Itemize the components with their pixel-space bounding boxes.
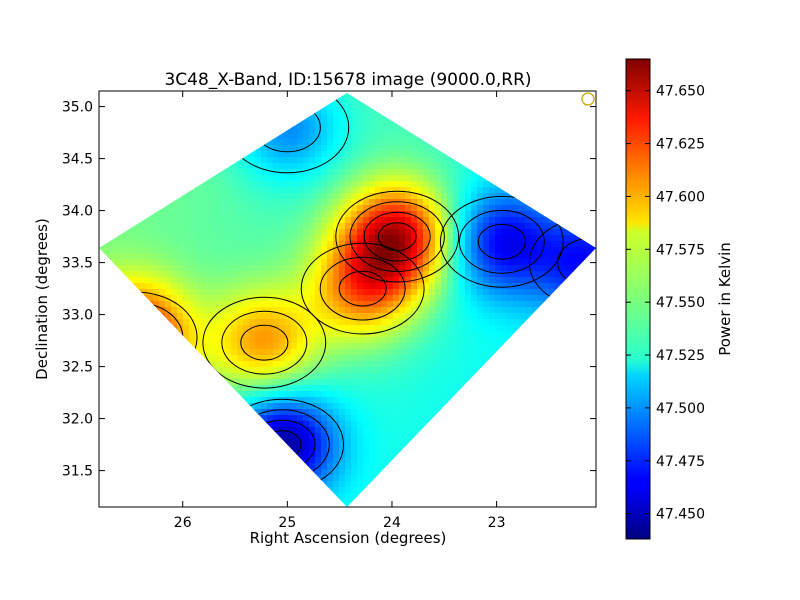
y-tick-label: 31.5	[62, 464, 93, 480]
colorbar: 47.450 47.475 47.500 47.525 47.550 47.575 47.6…	[625, 58, 734, 540]
y-tick-label: 33.0	[62, 308, 93, 324]
colorbar-tick: 47.525	[626, 348, 705, 364]
colorbar-tick-label: 47.525	[656, 348, 705, 364]
x-tick: 23	[488, 91, 506, 531]
y-tick: 34.0	[62, 204, 596, 220]
y-tick-label: 34.0	[62, 204, 93, 220]
colorbar-tick: 47.550	[626, 295, 705, 311]
colorbar-tick: 47.500	[626, 401, 705, 417]
colorbar-tick-label: 47.650	[656, 84, 705, 100]
y-tick-label: 34.5	[62, 152, 93, 168]
colorbar-tick-label: 47.475	[656, 454, 705, 470]
x-tick-label: 23	[488, 515, 506, 531]
colorbar-tick: 47.575	[626, 242, 705, 258]
y-tick-label: 35.0	[62, 100, 93, 116]
colorbar-tick-label: 47.450	[656, 507, 705, 523]
colorbar-gradient	[625, 58, 651, 540]
colorbar-ticks: 47.450 47.475 47.500 47.525 47.550 47.575 47.6…	[626, 84, 705, 523]
colorbar-tick-label: 47.625	[656, 137, 705, 153]
colorbar-tick-label: 47.500	[656, 401, 705, 417]
y-tick: 32.5	[62, 360, 596, 376]
x-tick: 25	[278, 91, 296, 531]
colorbar-tick: 47.600	[626, 189, 705, 205]
y-tick-label: 32.0	[62, 412, 93, 428]
y-tick: 33.5	[62, 256, 596, 272]
axes-frame	[98, 90, 597, 508]
colorbar-tick: 47.625	[626, 137, 705, 153]
x-tick-label: 26	[174, 515, 192, 531]
y-tick: 31.5	[62, 464, 596, 480]
y-tick: 33.0	[62, 308, 596, 324]
colorbar-label: Power in Kelvin	[716, 242, 734, 356]
x-tick-label: 25	[278, 515, 296, 531]
x-tick: 24	[383, 91, 401, 531]
plot-area	[98, 90, 597, 508]
chart-title: 3C48_X-Band, ID:15678 image (9000.0,RR)	[164, 70, 531, 90]
colorbar-tick: 47.450	[626, 507, 705, 523]
y-tick: 35.0	[62, 100, 596, 116]
marker-circle	[581, 92, 595, 106]
y-tick: 34.5	[62, 152, 596, 168]
x-tick-label: 24	[383, 515, 401, 531]
colorbar-tick-label: 47.575	[656, 242, 705, 258]
y-tick-label: 32.5	[62, 360, 93, 376]
x-tick: 26	[174, 91, 192, 531]
colorbar-tick-label: 47.550	[656, 295, 705, 311]
colorbar-tick-label: 47.600	[656, 189, 705, 205]
colorbar-tick: 47.475	[626, 454, 705, 470]
y-axis-label: Declination (degrees)	[33, 218, 51, 380]
x-axis-label: Right Ascension (degrees)	[250, 529, 447, 547]
colorbar-tick: 47.650	[626, 84, 705, 100]
y-tick: 32.0	[62, 412, 596, 428]
x-axis-ticks: 26 25 24 23	[174, 91, 506, 531]
y-axis-ticks: 31.5 32.0 32.5 33.0 33.5 34.0 34.5 35.0	[62, 100, 596, 480]
y-tick-label: 33.5	[62, 256, 93, 272]
